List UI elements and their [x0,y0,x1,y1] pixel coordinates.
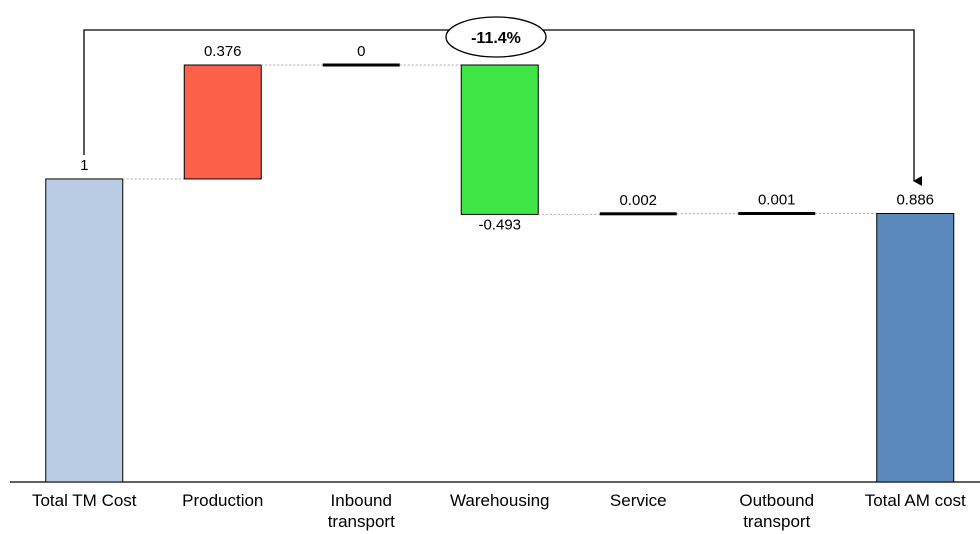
x-tick-label: Total TM Cost [31,491,137,510]
value-label: 0 [357,43,365,60]
annotation-bubble [445,16,547,58]
bar [183,64,262,180]
x-tick-label: Inbound transport [327,491,395,531]
value-label: 0.376 [204,43,242,60]
value-label: 0.886 [896,191,934,208]
bar [45,178,124,483]
x-tick-label: Total AM cost [864,491,966,510]
value-label: 0.001 [758,191,796,208]
bar [876,212,955,483]
x-tick-label: Outbound transport [739,491,815,531]
value-label: 0.002 [619,192,657,209]
value-label: 1 [80,157,88,174]
bar [738,211,816,215]
bar [322,63,400,67]
bar [599,212,677,216]
x-tick-label: Production [182,491,264,510]
annotation: -11.4% [471,30,521,47]
bar [460,64,539,215]
x-tick-label: Warehousing [449,491,550,510]
value-label: -0.493 [478,216,521,233]
x-tick-label: Service [609,491,667,510]
